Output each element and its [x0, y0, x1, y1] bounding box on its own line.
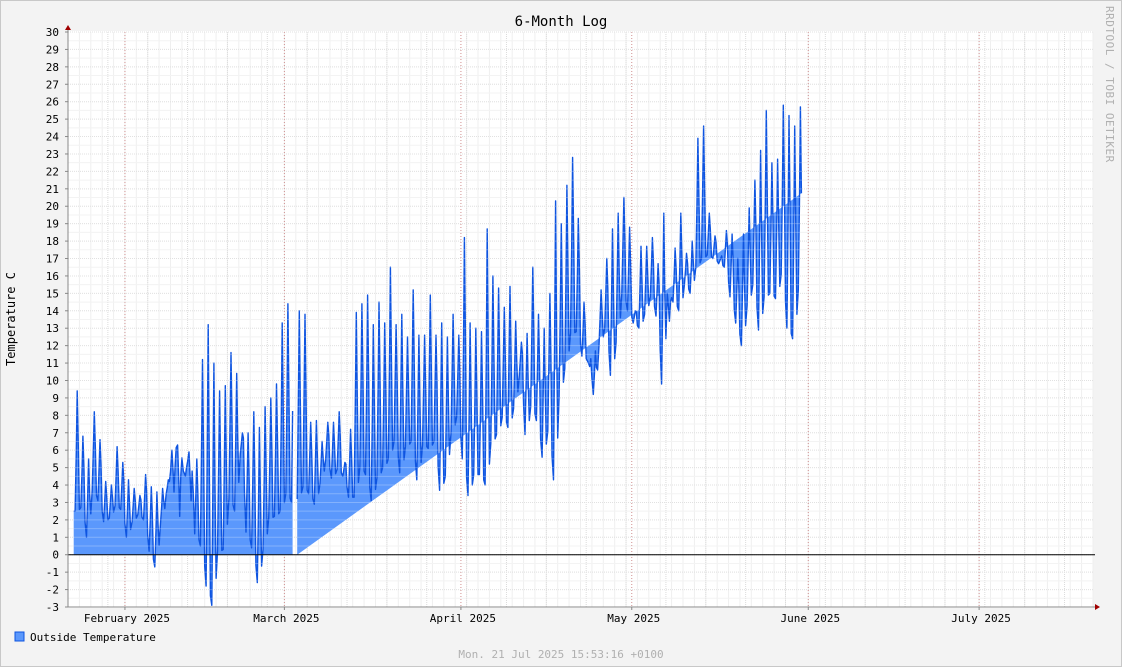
rrdtool-watermark: RRDTOOL / TOBI OETIKER: [1103, 6, 1116, 163]
y-tick-label: 26: [46, 96, 59, 109]
temperature-area: [73, 303, 293, 606]
y-tick-label: 29: [46, 43, 59, 56]
y-tick-label: 14: [46, 305, 60, 318]
y-tick-label: 20: [46, 200, 59, 213]
y-axis-label: Temperature C: [4, 272, 18, 366]
x-tick-label: March 2025: [253, 612, 319, 625]
y-tick-label: 19: [46, 218, 59, 231]
y-tick-label: 8: [52, 409, 59, 422]
temperature-line: [296, 104, 803, 505]
y-tick-label: 18: [46, 235, 59, 248]
x-tick-label: June 2025: [780, 612, 840, 625]
legend-swatch: [14, 631, 25, 642]
x-tick-label: April 2025: [430, 612, 496, 625]
y-tick-label: 4: [52, 479, 59, 492]
temperature-line: [73, 303, 294, 606]
x-tick-labels: February 2025 March 2025 April 2025 May 202…: [84, 612, 1011, 625]
y-axis-arrow: [65, 25, 71, 30]
chart-title: 6-Month Log: [515, 14, 608, 30]
y-tick-label: 15: [46, 287, 59, 300]
y-tick-label: 0: [52, 549, 59, 562]
y-tick-label: -1: [46, 566, 59, 579]
y-tick-label: 17: [46, 253, 59, 266]
y-tick-label: 2: [52, 514, 59, 527]
legend-label: Outside Temperature: [30, 631, 156, 644]
y-tick-label: 10: [46, 374, 59, 387]
y-tick-label: 27: [46, 78, 59, 91]
y-tick-label: 23: [46, 148, 59, 161]
x-tick-label: February 2025: [84, 612, 170, 625]
y-tick-label: 3: [52, 496, 59, 509]
x-tick-label: May 2025: [607, 612, 660, 625]
y-tick-label: 16: [46, 270, 59, 283]
y-tick-label: 22: [46, 165, 59, 178]
y-tick-label: 24: [46, 131, 60, 144]
y-tick-label: -2: [46, 584, 59, 597]
x-axis-arrow: [1095, 604, 1100, 610]
timestamp-footer: Mon. 21 Jul 2025 15:53:16 +0100: [458, 648, 663, 661]
series-layer: [68, 31, 1093, 608]
y-tick-label: 6: [52, 444, 59, 457]
x-tick-label: July 2025: [951, 612, 1011, 625]
y-tick-label: 30: [46, 26, 59, 39]
y-tick-label: 11: [46, 357, 59, 370]
y-tick-label: 12: [46, 340, 59, 353]
y-tick-label: 25: [46, 113, 59, 126]
y-tick-label: 7: [52, 427, 59, 440]
y-tick-labels: -3-2-10123456789101112131415161718192021…: [46, 26, 60, 614]
axes-layer: [65, 25, 1100, 610]
y-tick-label: 9: [52, 392, 59, 405]
y-tick-label: 21: [46, 183, 59, 196]
y-tick-label: 28: [46, 61, 59, 74]
y-tick-label: -3: [46, 601, 59, 614]
y-tick-label: 1: [52, 531, 59, 544]
y-tick-label: 5: [52, 462, 59, 475]
y-tick-label: 13: [46, 322, 59, 335]
